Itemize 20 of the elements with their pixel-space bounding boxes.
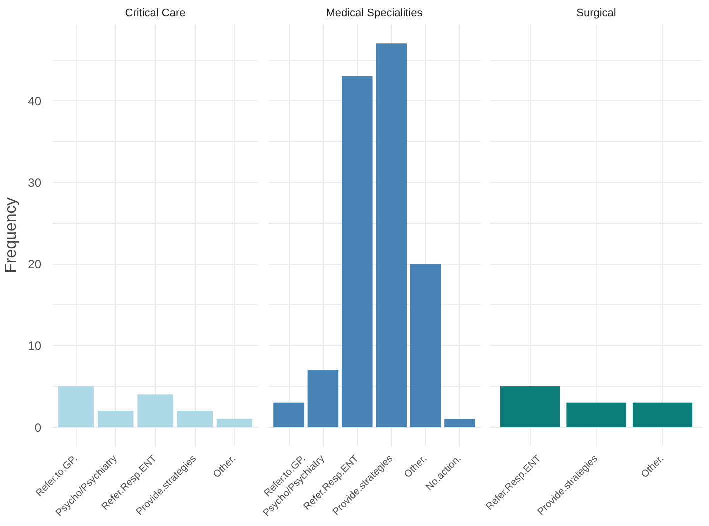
bar xyxy=(376,44,407,428)
y-tick-label: 40 xyxy=(28,94,42,108)
bar xyxy=(177,410,213,428)
y-tick-label: 10 xyxy=(28,339,42,354)
bar xyxy=(410,264,442,428)
bar xyxy=(444,419,476,428)
chart-title: Surgical xyxy=(576,8,616,20)
bar xyxy=(138,394,174,428)
bar xyxy=(342,76,373,428)
y-tick-label: 20 xyxy=(28,258,42,272)
y-axis-title: Frequency xyxy=(3,198,20,274)
chart-title: Critical Care xyxy=(125,8,186,20)
bar xyxy=(216,419,253,428)
bar xyxy=(274,402,304,428)
y-tick-label: 0 xyxy=(34,420,42,435)
chart-title: Medical Specialities xyxy=(326,8,424,20)
bar xyxy=(98,410,134,428)
bar xyxy=(58,386,94,428)
bar xyxy=(308,370,339,428)
y-tick-label: 30 xyxy=(28,176,42,190)
